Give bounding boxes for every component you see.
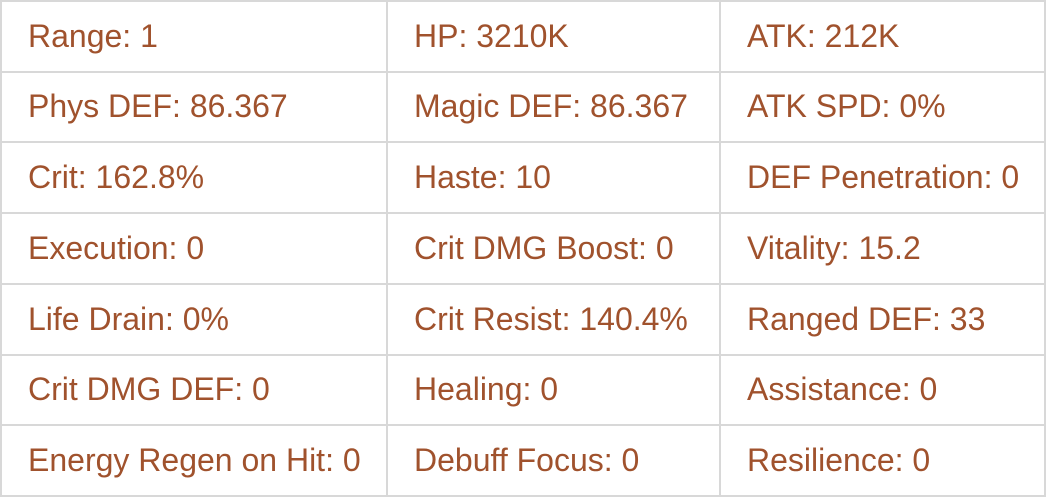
stat-text: Phys DEF: 86.367 [28, 88, 288, 125]
table-row: Range: 1 HP: 3210K ATK: 212K [0, 0, 1046, 73]
stat-text: Life Drain: 0% [28, 300, 229, 337]
stat-cell-crit-dmg-def: Crit DMG DEF: 0 [0, 353, 388, 427]
stat-cell-def-penetration: DEF Penetration: 0 [719, 141, 1046, 215]
stat-text: Assistance: 0 [747, 371, 938, 408]
table-row: Energy Regen on Hit: 0 Debuff Focus: 0 R… [0, 424, 1046, 497]
stat-text: Range: 1 [28, 17, 158, 54]
stat-cell-assistance: Assistance: 0 [719, 353, 1046, 427]
stat-text: HP: 3210K [414, 17, 569, 54]
stat-text: ATK: 212K [747, 17, 900, 54]
stat-cell-crit: Crit: 162.8% [0, 141, 388, 215]
stat-text: Execution: 0 [28, 229, 205, 266]
stat-text: Debuff Focus: 0 [414, 442, 640, 479]
table-row: Crit DMG DEF: 0 Healing: 0 Assistance: 0 [0, 353, 1046, 427]
table-row: Crit: 162.8% Haste: 10 DEF Penetration: … [0, 141, 1046, 215]
stat-text: Healing: 0 [414, 371, 559, 408]
stat-cell-hp: HP: 3210K [386, 0, 721, 73]
stat-text: Ranged DEF: 33 [747, 300, 986, 337]
table-row: Execution: 0 Crit DMG Boost: 0 Vitality:… [0, 212, 1046, 285]
table-row: Phys DEF: 86.367 Magic DEF: 86.367 ATK S… [0, 70, 1046, 144]
stat-text: Magic DEF: 86.367 [414, 88, 688, 125]
stat-text: Crit Resist: 140.4% [414, 300, 688, 337]
stat-cell-crit-resist: Crit Resist: 140.4% [386, 282, 721, 356]
stat-text: Crit DMG Boost: 0 [414, 229, 674, 266]
stat-text: Crit: 162.8% [28, 159, 205, 196]
stat-cell-crit-dmg-boost: Crit DMG Boost: 0 [386, 212, 721, 285]
stat-cell-debuff-focus: Debuff Focus: 0 [386, 424, 721, 497]
stat-cell-resilience: Resilience: 0 [719, 424, 1046, 497]
stat-cell-haste: Haste: 10 [386, 141, 721, 215]
stat-cell-energy-regen-on-hit: Energy Regen on Hit: 0 [0, 424, 388, 497]
stat-cell-range: Range: 1 [0, 0, 388, 73]
stat-text: Resilience: 0 [747, 442, 931, 479]
stat-cell-ranged-def: Ranged DEF: 33 [719, 282, 1046, 356]
stat-cell-vitality: Vitality: 15.2 [719, 212, 1046, 285]
stat-text: Energy Regen on Hit: 0 [28, 442, 361, 479]
stat-text: Crit DMG DEF: 0 [28, 371, 270, 408]
table-row: Life Drain: 0% Crit Resist: 140.4% Range… [0, 282, 1046, 356]
stat-cell-phys-def: Phys DEF: 86.367 [0, 70, 388, 144]
stat-text: Vitality: 15.2 [747, 229, 921, 266]
stat-cell-atk-spd: ATK SPD: 0% [719, 70, 1046, 144]
stat-cell-execution: Execution: 0 [0, 212, 388, 285]
stat-text: Haste: 10 [414, 159, 551, 196]
stat-text: DEF Penetration: 0 [747, 159, 1020, 196]
stat-cell-healing: Healing: 0 [386, 353, 721, 427]
stat-cell-magic-def: Magic DEF: 86.367 [386, 70, 721, 144]
stat-cell-life-drain: Life Drain: 0% [0, 282, 388, 356]
stat-cell-atk: ATK: 212K [719, 0, 1046, 73]
stat-text: ATK SPD: 0% [747, 88, 946, 125]
